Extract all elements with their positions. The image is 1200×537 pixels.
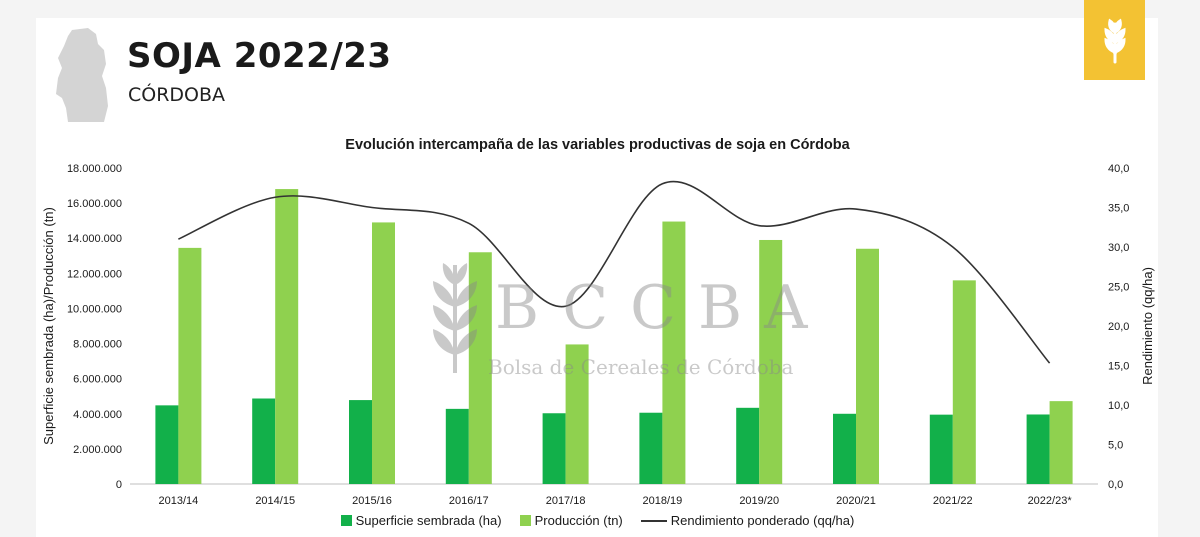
legend-item-produccion: Producción (tn) (519, 513, 623, 528)
bar-produccion (178, 247, 202, 484)
y2-axis-title: Rendimiento (qq/ha) (1140, 267, 1155, 385)
bar-superficie (542, 413, 566, 484)
bar-superficie (252, 398, 276, 484)
bar-superficie (929, 414, 953, 484)
y-tick-label: 0 (116, 479, 122, 491)
y2-tick-label: 25,0 (1108, 282, 1129, 294)
x-tick-label: 2014/15 (255, 495, 295, 507)
bar-produccion (759, 239, 783, 484)
legend-item-rendimiento: Rendimiento ponderado (qq/ha) (640, 513, 855, 528)
y2-tick-label: 35,0 (1108, 203, 1129, 215)
legend-item-superficie: Superficie sembrada (ha) (340, 513, 502, 528)
y-axis-title: Superficie sembrada (ha)/Producción (tn) (41, 207, 56, 445)
y-tick-label: 8.000.000 (73, 339, 122, 351)
x-tick-label: 2021/22 (933, 495, 973, 507)
y2-tick-label: 30,0 (1108, 242, 1129, 254)
bar-produccion (565, 344, 589, 484)
legend-swatch-superficie (340, 515, 352, 526)
page-title: SOJA 2022/23 (127, 36, 392, 76)
y-tick-label: 4.000.000 (73, 409, 122, 421)
x-tick-label: 2016/17 (449, 495, 489, 507)
legend-swatch-rendimiento (640, 519, 667, 522)
y-tick-label: 6.000.000 (73, 374, 122, 386)
bar-superficie (1026, 414, 1050, 484)
y-tick-label: 18.000.000 (67, 163, 122, 175)
x-tick-label: 2022/23* (1028, 495, 1073, 507)
legend-label-produccion: Producción (tn) (534, 513, 623, 528)
y2-tick-label: 5,0 (1108, 440, 1123, 452)
y-tick-label: 14.000.000 (67, 233, 122, 245)
legend-swatch-produccion (519, 515, 531, 526)
bar-produccion (952, 280, 976, 484)
x-tick-label: 2017/18 (546, 495, 586, 507)
y2-tick-label: 15,0 (1108, 361, 1129, 373)
y2-tick-label: 40,0 (1108, 163, 1129, 175)
brand-logo (1084, 0, 1145, 80)
bar-produccion (662, 221, 686, 485)
y-tick-label: 10.000.000 (67, 303, 122, 315)
x-tick-label: 2013/14 (159, 495, 199, 507)
bar-produccion (275, 189, 299, 485)
wheat-icon (1103, 18, 1126, 64)
y2-tick-label: 0,0 (1108, 479, 1123, 491)
cordoba-province-icon (56, 28, 108, 122)
bar-produccion (372, 222, 395, 484)
bar-produccion (1049, 401, 1073, 484)
chart-title: Evolución intercampaña de las variables … (345, 137, 850, 153)
page-subtitle: CÓRDOBA (128, 84, 226, 106)
y-tick-label: 16.000.000 (67, 198, 122, 210)
legend-label-rendimiento: Rendimiento ponderado (qq/ha) (670, 513, 855, 528)
y2-tick-label: 10,0 (1108, 400, 1129, 412)
bar-superficie (736, 407, 760, 484)
x-tick-label: 2020/21 (836, 495, 876, 507)
bar-superficie (445, 408, 469, 484)
bar-superficie (639, 412, 663, 484)
bar-superficie (155, 405, 179, 484)
x-tick-label: 2015/16 (352, 495, 392, 507)
bar-superficie (833, 413, 856, 484)
y-tick-label: 12.000.000 (67, 268, 122, 280)
x-tick-label: 2019/20 (739, 495, 779, 507)
y2-tick-label: 20,0 (1108, 321, 1129, 333)
bar-produccion (468, 252, 492, 484)
y-tick-label: 2.000.000 (73, 444, 122, 456)
chart-legend: Superficie sembrada (ha) Producción (tn)… (0, 513, 1195, 528)
line-rendimiento (178, 180, 1051, 364)
x-tick-label: 2018/19 (643, 495, 683, 507)
bar-superficie (349, 400, 372, 484)
legend-label-superficie: Superficie sembrada (ha) (355, 513, 502, 528)
bar-produccion (856, 248, 879, 484)
